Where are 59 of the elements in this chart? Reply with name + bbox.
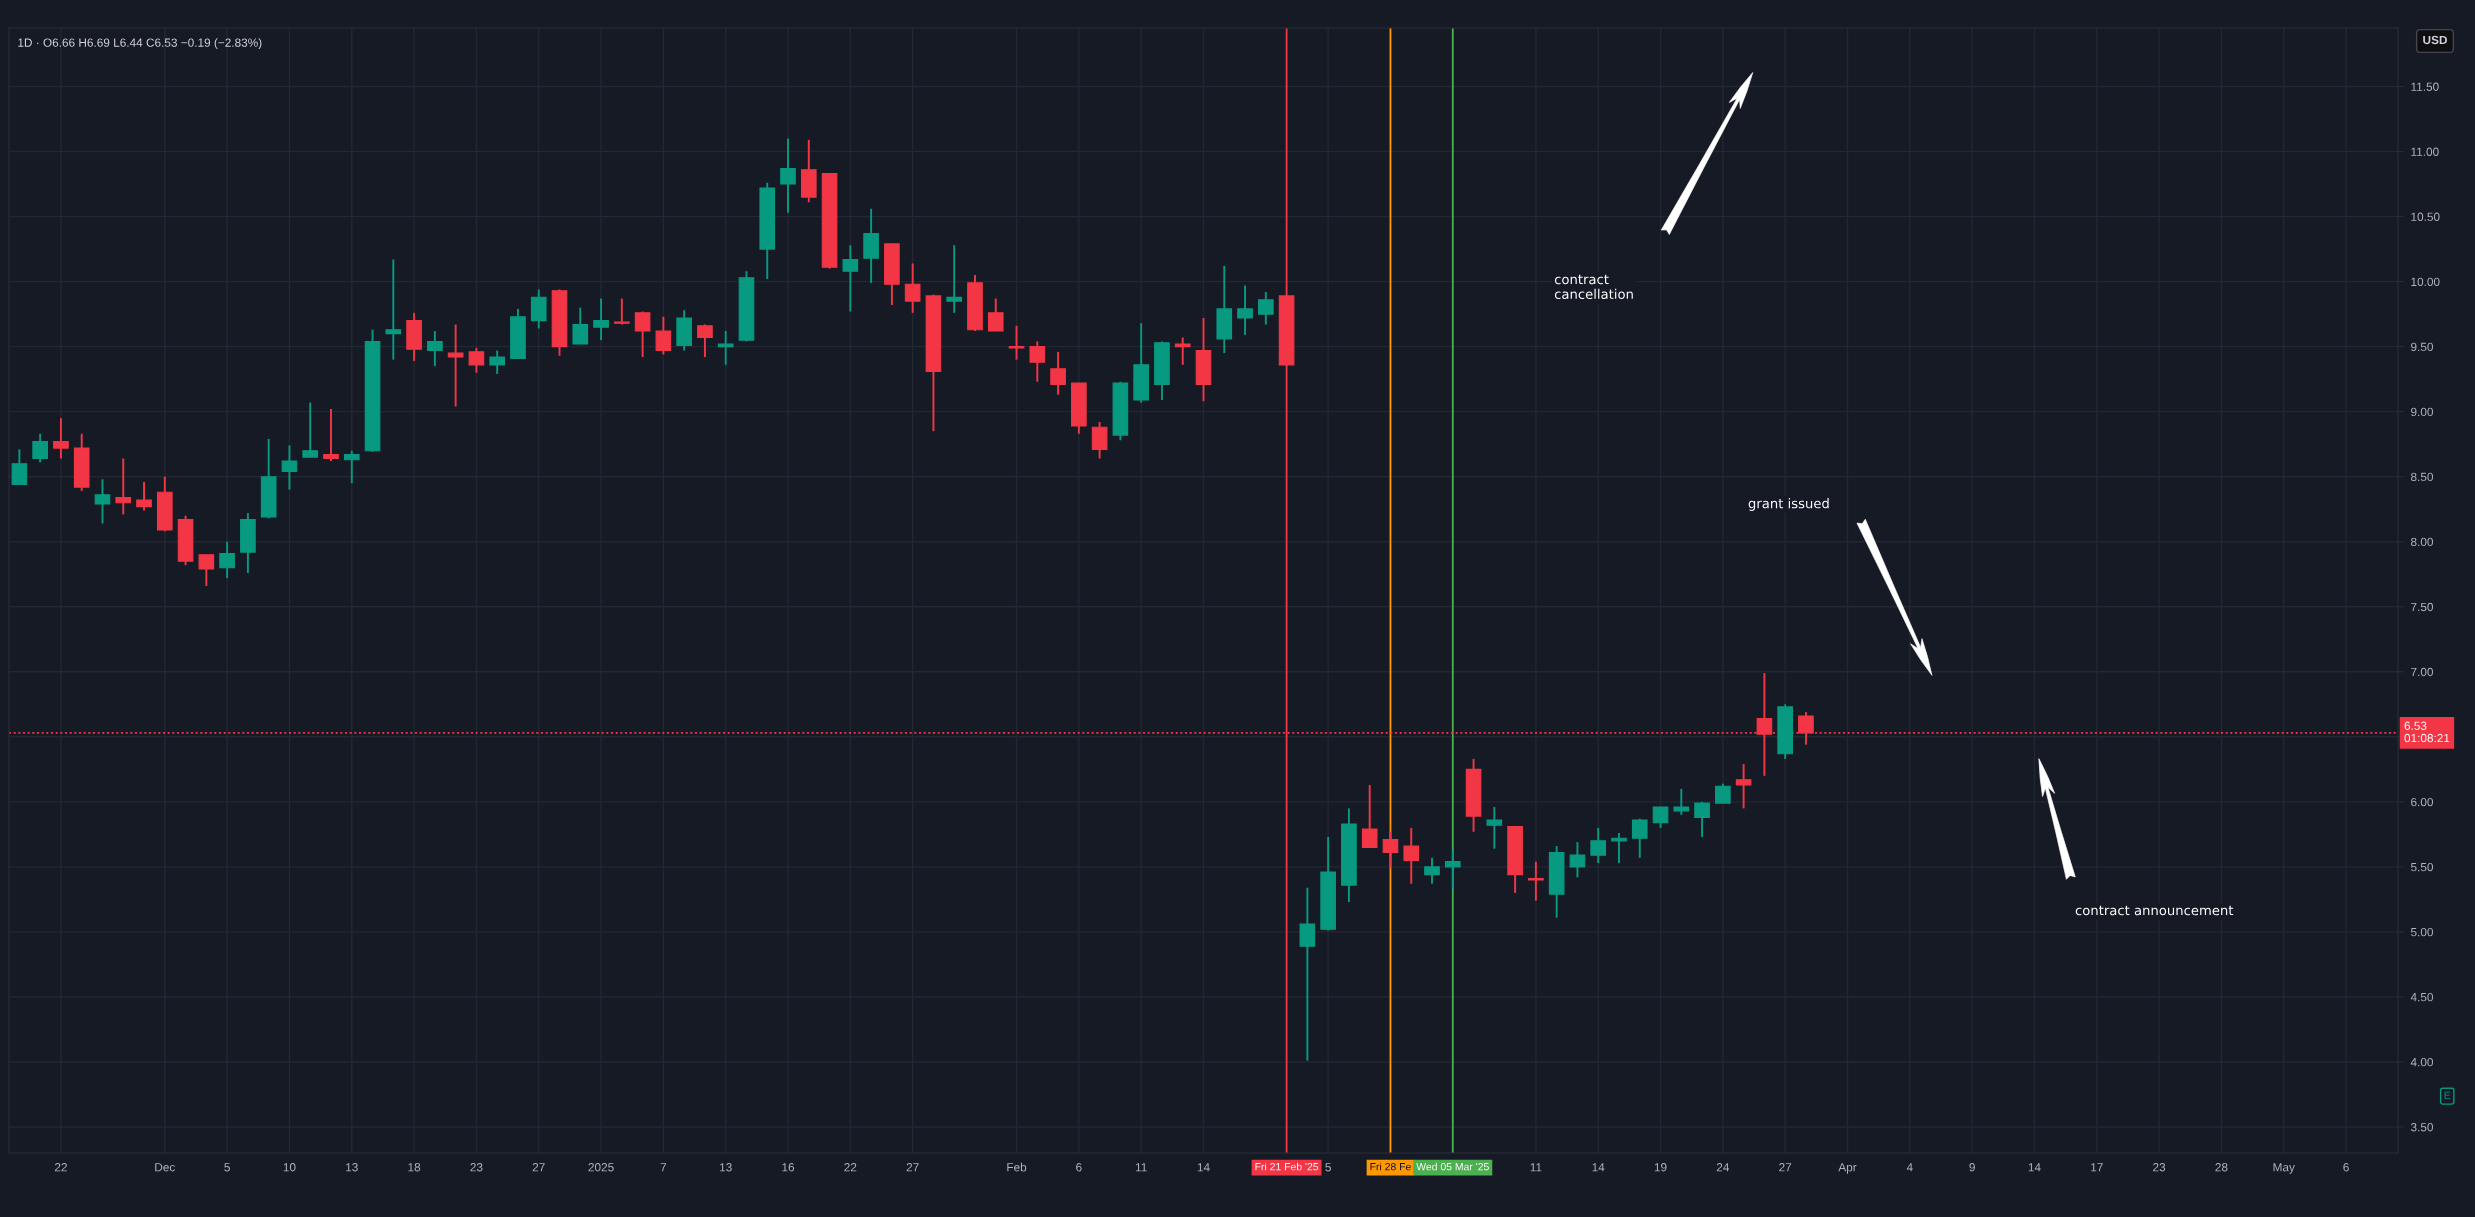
y-tick-label: 8.50 (2411, 472, 2434, 482)
x-tick-label: 14 (1197, 1163, 1210, 1172)
x-tick-label: Wed 05 Mar '25 (1416, 1162, 1489, 1171)
y-tick-label: 5.50 (2410, 862, 2434, 872)
x-tick-label: 5 (224, 1163, 230, 1172)
x-tick-label: 6 (2343, 1163, 2349, 1172)
x-tick-label: Feb (1007, 1162, 1027, 1172)
x-tick-label: 22 (844, 1163, 857, 1172)
x-tick-label: 27 (1779, 1163, 1792, 1172)
y-tick-label: 8.00 (2411, 537, 2434, 547)
x-tick-label: 18 (408, 1163, 421, 1172)
x-tick-label: 10 (283, 1163, 296, 1172)
y-tick-label: 9.00 (2411, 407, 2434, 417)
x-tick-label: 14 (2028, 1163, 2041, 1172)
ref-line-label: 6.53 01:08:21 (2404, 721, 2450, 743)
x-tick-label: Apr (1838, 1163, 1857, 1174)
y-tick-label: 11.00 (2411, 147, 2439, 156)
x-tick-label: 16 (782, 1163, 795, 1172)
annotation: contract announcement (2075, 905, 2234, 916)
x-tick-label: 23 (470, 1163, 483, 1172)
x-tick-label: 17 (2091, 1163, 2103, 1172)
y-tick-label: 9.50 (2411, 342, 2434, 352)
x-tick-label: 4 (1906, 1163, 1913, 1172)
text: E (2444, 1091, 2451, 1099)
x-tick-label: 14 (1592, 1163, 1605, 1172)
y-tick-label: 11.50 (2411, 82, 2439, 91)
x-tick-label: 7 (660, 1163, 667, 1172)
y-tick-label: 4.00 (2410, 1057, 2434, 1067)
x-tick-label: 6 (1076, 1163, 1082, 1172)
annotation: grant issued (1748, 498, 1829, 511)
y-tick-label: 7.00 (2411, 667, 2434, 677)
x-tick-label: May (2273, 1163, 2295, 1174)
x-tick-label: 27 (906, 1163, 919, 1172)
text: 1D · O6.66 H6.69 L6.44 C6.53 −0.19 (−2.83%) (18, 38, 262, 50)
x-tick-label: Fri 28 Fe (1370, 1162, 1411, 1171)
x-tick-label: 13 (346, 1163, 358, 1172)
x-tick-label: 23 (2153, 1163, 2166, 1172)
x-tick-label: 11 (1530, 1163, 1542, 1172)
annotation: contract cancellation (1554, 274, 1633, 300)
x-tick-label: 22 (54, 1163, 67, 1172)
x-tick-label: 24 (1716, 1163, 1730, 1172)
x-tick-label: 27 (532, 1163, 545, 1172)
y-tick-label: 5.00 (2410, 927, 2434, 937)
y-tick-label: 3.50 (2410, 1123, 2434, 1132)
y-tick-label: 6.00 (2411, 797, 2434, 807)
y-tick-label: 10.00 (2411, 277, 2440, 287)
x-tick-label: 28 (2215, 1163, 2228, 1172)
x-tick-label: Fri 21 Feb '25 (1255, 1162, 1319, 1171)
x-tick-label: Dec (155, 1163, 175, 1172)
x-tick-label: 11 (1135, 1163, 1147, 1172)
x-tick-label: 19 (1654, 1163, 1667, 1172)
x-tick-label: 13 (720, 1163, 732, 1172)
x-tick-label: 2025 (588, 1163, 614, 1172)
y-axis-title: USD (2423, 35, 2447, 45)
y-tick-label: 7.50 (2411, 602, 2434, 612)
x-tick-label: 9 (1969, 1163, 1975, 1172)
x-tick-label: 5 (1325, 1163, 1331, 1172)
y-tick-label: 4.50 (2410, 992, 2434, 1002)
y-tick-label: 10.50 (2411, 212, 2440, 221)
